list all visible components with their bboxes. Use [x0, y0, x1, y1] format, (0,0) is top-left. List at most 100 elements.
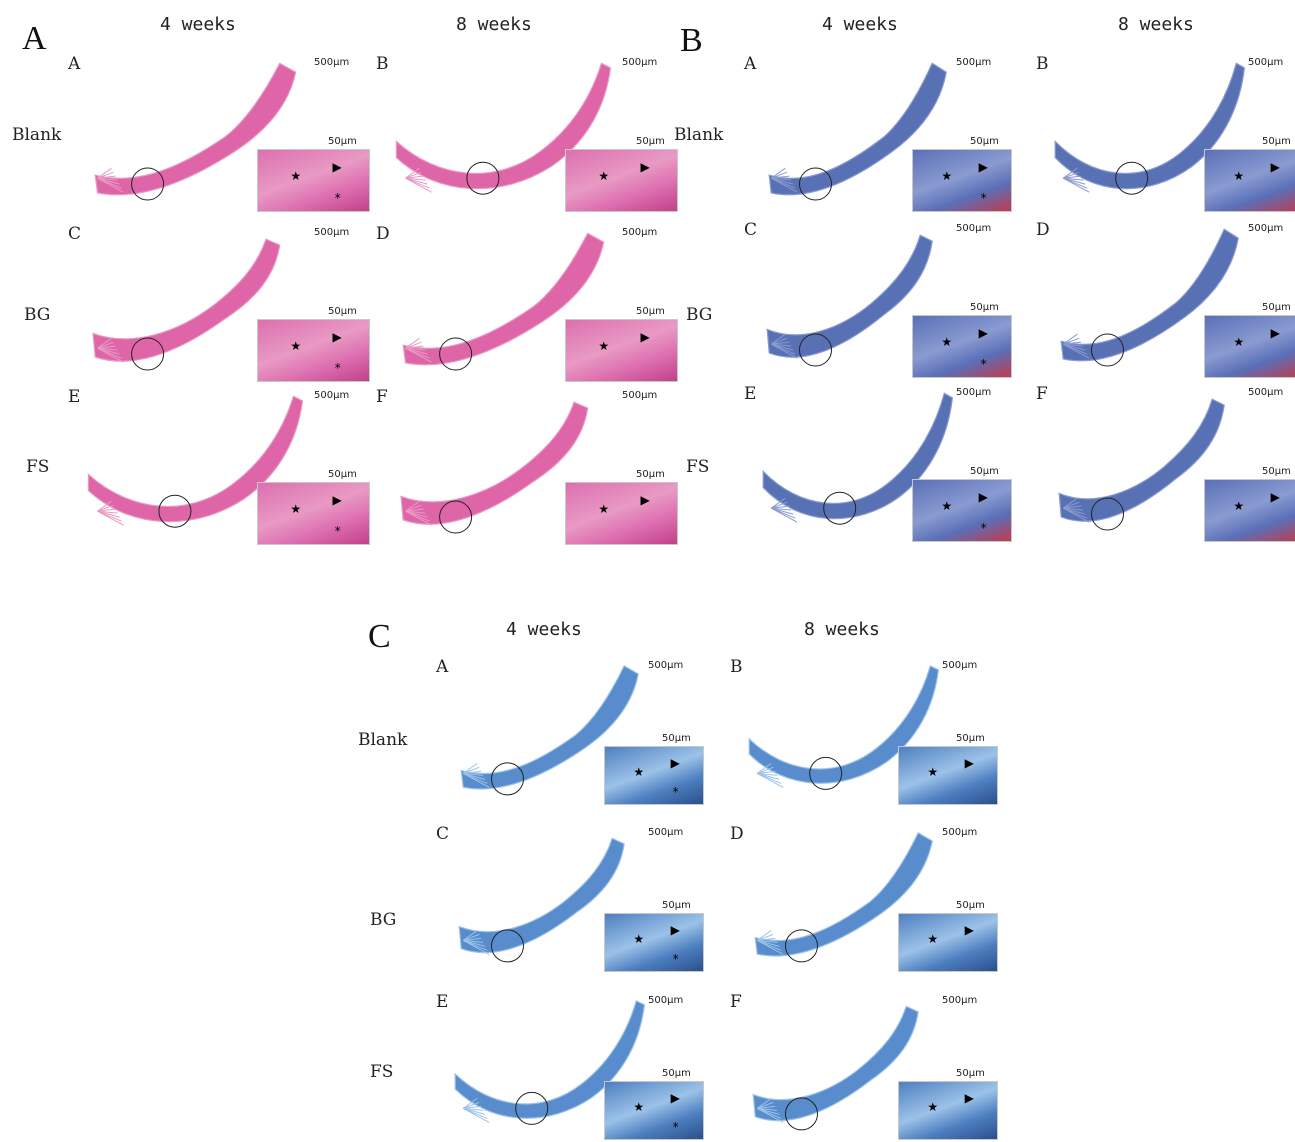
scale-bar-label-small: 50μm	[1262, 466, 1291, 478]
subpanel-letter: B	[1036, 54, 1049, 74]
defect-circle-marker	[515, 1091, 549, 1125]
scale-bar-label-large: 500μm	[648, 995, 684, 1006]
scale-bar-label-small: 50μm	[970, 136, 999, 148]
magnified-inset	[603, 746, 704, 805]
asterisk-marker: *	[980, 356, 987, 371]
arrowhead-marker: ▶	[670, 1091, 680, 1106]
subpanel-letter: A	[436, 657, 449, 677]
magnified-inset	[257, 319, 370, 382]
tissue-section-image	[454, 999, 646, 1125]
magnified-inset	[1203, 315, 1295, 378]
group-label: BG	[24, 305, 51, 325]
star-marker: ★	[1233, 499, 1245, 514]
defect-circle-marker	[823, 491, 857, 525]
magnified-inset	[911, 315, 1012, 378]
arrowhead-marker: ▶	[1270, 326, 1280, 341]
defect-circle-marker	[809, 756, 843, 790]
panel-letter: C	[368, 618, 391, 655]
defect-circle-marker	[491, 762, 524, 796]
time-label: 8 weeks	[1118, 14, 1194, 35]
scale-bar-label-small: 50μm	[662, 900, 691, 911]
scale-bar-label-small: 50μm	[1262, 302, 1291, 314]
scale-bar-label-small: 50μm	[956, 900, 985, 911]
subpanel-letter: E	[744, 384, 757, 404]
subpanel-letter: C	[68, 224, 82, 244]
scale-bar-label-large: 500μm	[1248, 387, 1284, 398]
scale-bar-label-large: 500μm	[314, 390, 350, 401]
arrowhead-marker: ▶	[978, 160, 988, 175]
tissue-section-shape	[762, 392, 954, 520]
defect-circle-marker	[1091, 333, 1124, 367]
arrowhead-marker: ▶	[978, 326, 988, 341]
defect-circle-marker	[491, 929, 524, 963]
subpanel-letter: D	[730, 824, 744, 844]
panel-letter: A	[22, 20, 47, 57]
magnified-inset	[897, 1081, 998, 1140]
scale-bar-label-large: 500μm	[622, 57, 658, 68]
star-marker: ★	[290, 169, 302, 184]
asterisk-marker: *	[334, 360, 341, 375]
scale-bar-label-large: 500μm	[956, 223, 992, 234]
defect-circle-marker	[439, 337, 473, 371]
subpanel-letter: B	[730, 657, 743, 677]
defect-circle-marker	[799, 333, 832, 367]
subpanel-letter: D	[376, 224, 390, 244]
tissue-section-shape	[1054, 62, 1246, 190]
asterisk-marker: *	[334, 190, 341, 205]
arrowhead-marker: ▶	[1270, 490, 1280, 505]
magnified-inset	[565, 482, 678, 545]
defect-circle-marker	[131, 167, 165, 201]
tissue-section-image	[460, 664, 639, 796]
star-marker: ★	[290, 339, 302, 354]
asterisk-marker: *	[672, 1119, 679, 1134]
magnified-inset	[911, 479, 1012, 542]
tissue-section-image	[754, 831, 933, 963]
group-label: Blank	[358, 730, 408, 750]
arrowhead-marker: ▶	[978, 490, 988, 505]
group-label: FS	[370, 1062, 394, 1082]
tissue-section-shape	[87, 395, 304, 523]
group-label: BG	[370, 910, 397, 930]
scale-bar-label-small: 50μm	[662, 733, 691, 744]
star-marker: ★	[927, 1099, 939, 1114]
tissue-section-image	[748, 664, 940, 790]
subpanel-letter: F	[1036, 384, 1048, 404]
defect-circle-marker	[466, 161, 500, 195]
star-marker: ★	[633, 764, 645, 779]
magnified-inset	[1203, 479, 1295, 542]
tissue-section-shape	[458, 837, 625, 954]
magnified-inset	[1203, 149, 1295, 212]
star-marker: ★	[927, 764, 939, 779]
scale-bar-label-small: 50μm	[970, 302, 999, 314]
tissue-section-image	[94, 62, 297, 201]
tissue-section-shape	[1060, 228, 1239, 362]
tissue-section-shape	[454, 999, 646, 1119]
arrowhead-marker: ▶	[332, 493, 342, 508]
asterisk-marker: *	[980, 190, 987, 205]
scale-bar-label-small: 50μm	[956, 1068, 985, 1079]
star-marker: ★	[941, 499, 953, 514]
subpanel-letter: C	[436, 824, 450, 844]
subpanel-letter: A	[744, 54, 757, 74]
time-label: 8 weeks	[804, 619, 880, 640]
scale-bar-label-large: 500μm	[622, 390, 658, 401]
arrowhead-marker: ▶	[640, 493, 650, 508]
scale-bar-label-large: 500μm	[648, 660, 684, 671]
star-marker: ★	[927, 931, 939, 946]
tissue-section-image	[766, 234, 933, 367]
tissue-section-image	[458, 837, 625, 963]
time-label: 8 weeks	[456, 14, 532, 35]
asterisk-marker: *	[672, 951, 679, 966]
star-marker: ★	[1233, 335, 1245, 350]
tissue-section-shape	[768, 62, 947, 196]
subpanel-letter: C	[744, 220, 758, 240]
magnified-inset	[911, 149, 1012, 212]
magnified-inset	[603, 913, 704, 972]
tissue-section-shape	[752, 1005, 919, 1122]
time-label: 4 weeks	[822, 14, 898, 35]
group-label: Blank	[674, 125, 724, 145]
tissue-section-image	[762, 392, 954, 525]
defect-circle-marker	[1091, 497, 1124, 531]
tissue-section-image	[768, 62, 947, 201]
